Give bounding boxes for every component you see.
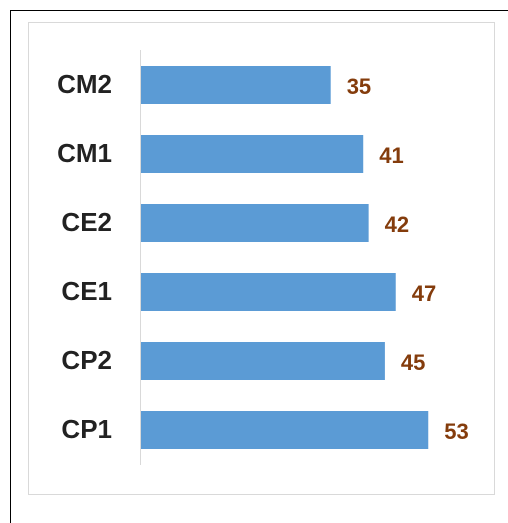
bar [141, 342, 385, 380]
value-label: 47 [412, 281, 436, 306]
category-label: CE1 [61, 276, 112, 306]
category-label: CP2 [61, 345, 112, 375]
bar [141, 273, 396, 311]
value-label: 35 [347, 74, 371, 99]
category-label: CM1 [57, 138, 112, 168]
bar [141, 204, 369, 242]
bar [141, 411, 429, 449]
category-label: CE2 [61, 207, 112, 237]
value-label: 42 [385, 212, 409, 237]
value-label: 53 [444, 419, 468, 444]
value-label: 41 [379, 143, 403, 168]
bar [141, 135, 364, 173]
bar [141, 66, 331, 104]
category-label: CP1 [61, 414, 112, 444]
value-label: 45 [401, 350, 425, 375]
category-label: CM2 [57, 69, 112, 99]
